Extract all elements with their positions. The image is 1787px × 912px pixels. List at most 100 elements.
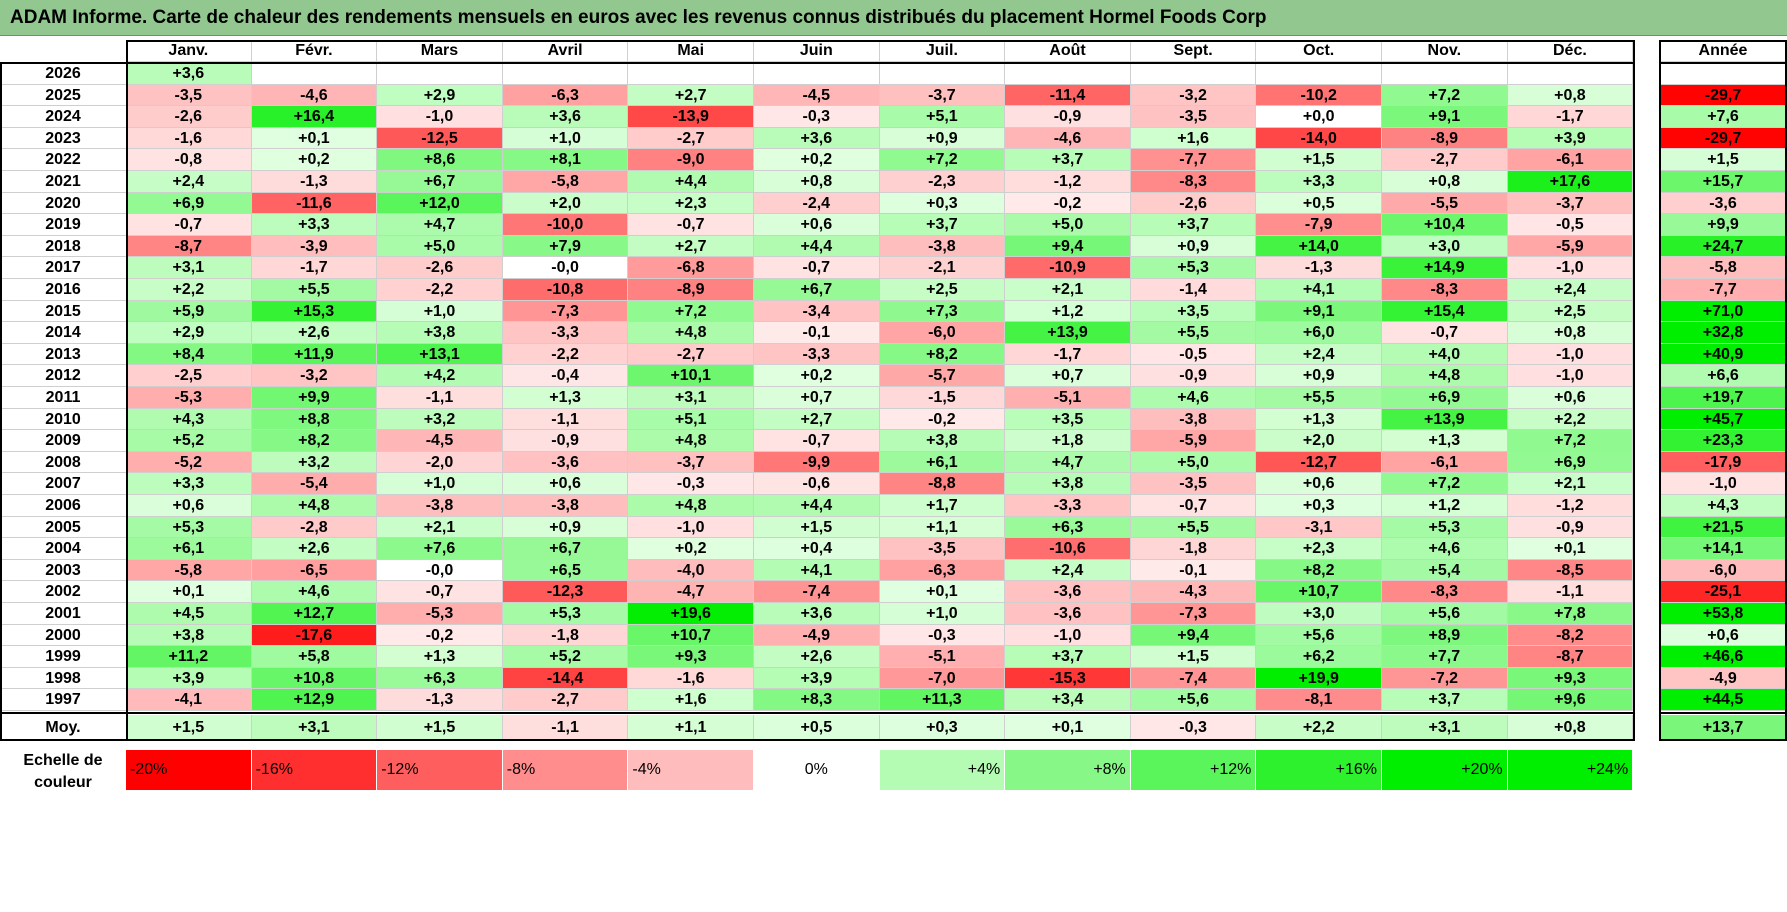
heatmap-cell: -8,7 [1507, 646, 1634, 668]
year-label: 2021 [0, 171, 126, 193]
heatmap-cell: +4,4 [628, 171, 754, 193]
heatmap-cell: -5,8 [126, 559, 252, 582]
heatmap-cell: +5,1 [628, 408, 754, 431]
heatmap-cell: +3,2 [251, 451, 378, 474]
heatmap-cell: +0,9 [1130, 235, 1257, 258]
heatmap-cell: +2,5 [879, 279, 1006, 301]
color-scale-step: +16% [1256, 750, 1382, 790]
year-label: 2024 [0, 106, 126, 128]
color-scale-step: -16% [251, 750, 378, 790]
average-cell: -0,3 [1130, 715, 1257, 740]
heatmap-cell [1005, 63, 1131, 85]
heatmap-cell: +10,8 [251, 667, 378, 690]
heatmap-cell: +3,7 [1130, 214, 1257, 236]
heatmap-cell: +8,2 [251, 430, 378, 452]
heatmap-cell: -10,2 [1256, 84, 1382, 107]
heatmap-cell: -3,7 [628, 451, 754, 474]
heatmap-cell: -2,4 [754, 192, 880, 215]
heatmap-cell: +5,0 [1005, 214, 1131, 236]
heatmap-cell: -3,8 [1130, 408, 1257, 431]
heatmap-cell: -1,2 [1005, 171, 1131, 193]
heatmap-cell: +14,9 [1382, 257, 1508, 279]
average-cell: +2,2 [1256, 715, 1382, 740]
heatmap-cell [879, 63, 1006, 85]
annual-cell: +23,3 [1660, 430, 1787, 452]
year-label: 2022 [0, 149, 126, 171]
annual-cell: -7,7 [1660, 279, 1787, 301]
heatmap-cell: +3,9 [754, 667, 880, 690]
heatmap-cell: -5,5 [1382, 192, 1508, 215]
heatmap-cell: -4,5 [754, 84, 880, 107]
year-label: 1998 [0, 667, 126, 690]
heatmap-cell: +7,9 [502, 235, 629, 258]
annual-cell: +24,7 [1660, 235, 1787, 258]
heatmap-cell: +1,6 [1130, 127, 1257, 150]
year-label: 1999 [0, 646, 126, 668]
annual-cell: +19,7 [1660, 387, 1787, 409]
heatmap-cell: -9,9 [754, 451, 880, 474]
heatmap-cell: -12,3 [502, 581, 629, 603]
heatmap-cell: +4,2 [377, 365, 503, 387]
heatmap-cell: -3,5 [1130, 106, 1257, 128]
heatmap-cell: +8,8 [251, 408, 378, 431]
heatmap-cell: +0,1 [251, 127, 378, 150]
year-label: 2019 [0, 214, 126, 236]
heatmap-cell: -3,3 [502, 322, 629, 344]
heatmap-cell: +3,7 [1382, 689, 1508, 711]
average-label: Moy. [0, 715, 126, 740]
heatmap-cell: +2,7 [754, 408, 880, 431]
heatmap-cell: -8,7 [126, 235, 252, 258]
heatmap-cell: +2,6 [251, 538, 378, 560]
heatmap-cell: -6,1 [1382, 451, 1508, 474]
column-header: Mars [377, 40, 503, 62]
heatmap-cell: +3,8 [126, 624, 252, 647]
average-cell: +1,1 [628, 715, 754, 740]
year-label: 2001 [0, 603, 126, 625]
heatmap-cell: -8,3 [1382, 279, 1508, 301]
color-scale-step: -8% [502, 750, 629, 790]
column-header: Oct. [1256, 40, 1382, 62]
heatmap-cell: -3,3 [1005, 495, 1131, 517]
heatmap-cell: +0,1 [126, 581, 252, 603]
annual-cell: -3,6 [1660, 192, 1787, 215]
annual-cell: +1,5 [1660, 149, 1787, 171]
heatmap-cell: +3,6 [754, 127, 880, 150]
heatmap-cell: +5,0 [1130, 451, 1257, 474]
year-label: 2008 [0, 451, 126, 474]
heatmap-cell: +17,6 [1507, 171, 1634, 193]
heatmap-grid: Janv. Févr. Mars Avril Mai Juin Juil. Août Sept.… [0, 40, 1787, 912]
heatmap-cell: -11,4 [1005, 84, 1131, 107]
heatmap-cell: -7,9 [1256, 214, 1382, 236]
heatmap-cell: -10,0 [502, 214, 629, 236]
heatmap-cell: +7,3 [879, 300, 1006, 323]
heatmap-cell: -1,3 [377, 689, 503, 711]
heatmap-cell: +0,7 [1005, 365, 1131, 387]
annual-cell: +21,5 [1660, 516, 1787, 539]
annual-cell: +40,9 [1660, 343, 1787, 366]
heatmap-cell: +0,9 [1256, 365, 1382, 387]
heatmap-cell: +5,9 [126, 300, 252, 323]
heatmap-cell: -0,1 [754, 322, 880, 344]
heatmap-cell: +8,2 [879, 343, 1006, 366]
heatmap-cell: -0,8 [126, 149, 252, 171]
heatmap-cell: -0,4 [502, 365, 629, 387]
heatmap-cell: -4,0 [628, 559, 754, 582]
heatmap-cell: +5,8 [251, 646, 378, 668]
heatmap-cell: +4,7 [1005, 451, 1131, 474]
heatmap-cell: +6,9 [1507, 451, 1634, 474]
annual-cell: -29,7 [1660, 84, 1787, 107]
heatmap-cell: +1,3 [1256, 408, 1382, 431]
heatmap-cell: +2,3 [628, 192, 754, 215]
heatmap-cell: -5,3 [377, 603, 503, 625]
year-label: 2000 [0, 624, 126, 647]
heatmap-cell: +3,6 [754, 603, 880, 625]
heatmap-cell: +2,4 [1507, 279, 1634, 301]
heatmap-cell: +3,7 [1005, 646, 1131, 668]
heatmap-cell: -6,8 [628, 257, 754, 279]
heatmap-cell: +1,2 [1005, 300, 1131, 323]
heatmap-cell: +0,5 [1256, 192, 1382, 215]
heatmap-cell: +4,8 [628, 322, 754, 344]
year-label: 2015 [0, 300, 126, 323]
heatmap-cell: +0,6 [1507, 387, 1634, 409]
annual-cell: +15,7 [1660, 171, 1787, 193]
